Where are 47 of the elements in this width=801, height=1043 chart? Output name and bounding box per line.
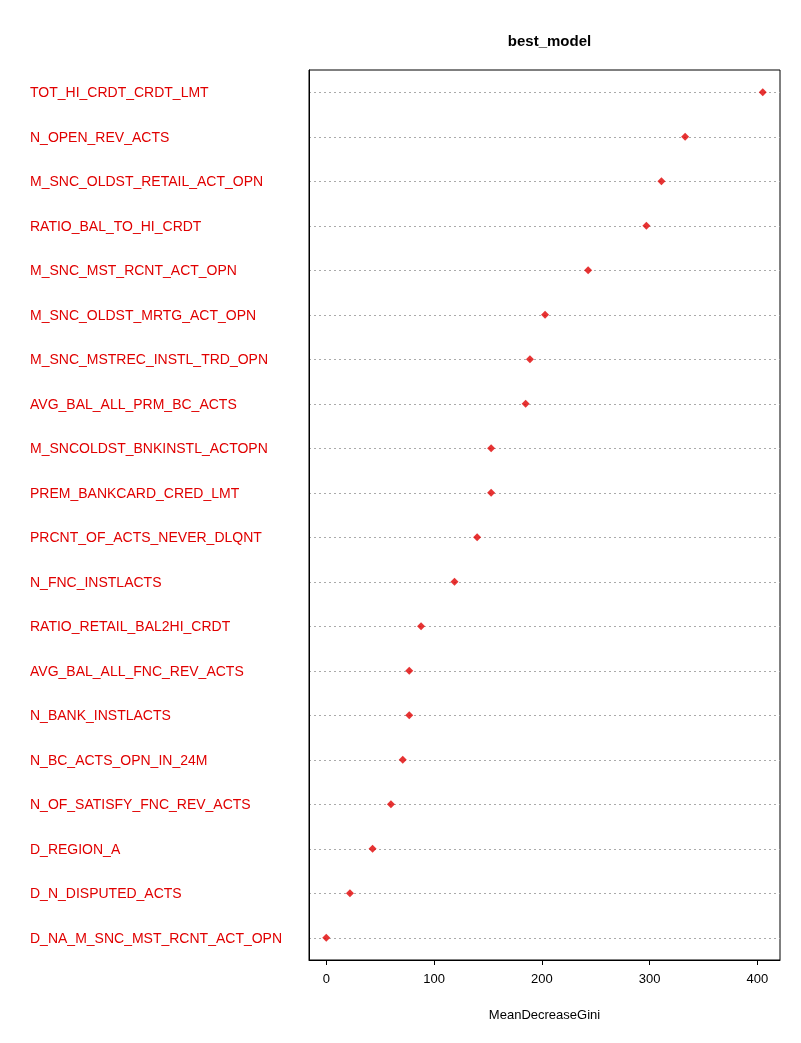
x-tick-label: 100 xyxy=(423,971,445,986)
point xyxy=(681,132,690,141)
y-tick-label: RATIO_RETAIL_BAL2HI_CRDT xyxy=(30,618,231,635)
point xyxy=(368,844,377,853)
point xyxy=(398,755,407,764)
x-axis-title: MeanDecreaseGini xyxy=(488,1007,601,1022)
point xyxy=(450,577,459,586)
y-tick-label: M_SNC_OLDST_MRTG_ACT_OPN xyxy=(30,306,257,323)
point xyxy=(521,399,530,408)
point xyxy=(345,889,354,898)
y-tick-label: N_OF_SATISFY_FNC_REV_ACTS xyxy=(30,796,251,813)
point xyxy=(386,800,395,809)
chart-title: best_model xyxy=(507,32,592,49)
y-tick-label: N_OPEN_REV_ACTS xyxy=(30,128,170,145)
point xyxy=(473,533,482,542)
y-tick-label: PRCNT_OF_ACTS_NEVER_DLQNT xyxy=(30,529,263,546)
point xyxy=(642,221,651,230)
point xyxy=(322,933,331,942)
point xyxy=(487,488,496,497)
y-tick-label: RATIO_BAL_TO_HI_CRDT xyxy=(30,217,202,234)
point xyxy=(758,88,767,97)
point xyxy=(525,355,534,364)
y-tick-label: N_BANK_INSTLACTS xyxy=(30,707,171,724)
y-tick-label: M_SNC_OLDST_RETAIL_ACT_OPN xyxy=(30,173,264,190)
x-tick-label: 400 xyxy=(746,971,769,986)
point xyxy=(405,711,414,720)
point xyxy=(657,177,666,186)
y-tick-label: TOT_HI_CRDT_CRDT_LMT xyxy=(30,84,210,101)
point xyxy=(541,310,550,319)
y-tick-label: M_SNC_MSTREC_INSTL_TRD_OPN xyxy=(30,351,269,368)
y-tick-label: D_N_DISPUTED_ACTS xyxy=(30,885,182,902)
point xyxy=(417,622,426,631)
y-tick-label: PREM_BANKCARD_CRED_LMT xyxy=(30,484,240,501)
y-tick-label: D_NA_M_SNC_MST_RCNT_ACT_OPN xyxy=(30,929,283,946)
y-tick-label: AVG_BAL_ALL_FNC_REV_ACTS xyxy=(30,662,244,679)
point xyxy=(584,266,593,275)
y-tick-label: M_SNCOLDST_BNKINSTL_ACTOPN xyxy=(30,440,268,457)
point xyxy=(487,444,496,453)
y-tick-label: N_FNC_INSTLACTS xyxy=(30,573,162,590)
x-tick-label: 200 xyxy=(530,971,553,986)
y-tick-label: D_REGION_A xyxy=(30,840,121,857)
y-tick-label: AVG_BAL_ALL_PRM_BC_ACTS xyxy=(30,395,237,412)
y-tick-label: M_SNC_MST_RCNT_ACT_OPN xyxy=(30,262,237,279)
point xyxy=(405,666,414,675)
x-tick-label: 0 xyxy=(322,971,330,986)
y-tick-label: N_BC_ACTS_OPN_IN_24M xyxy=(30,751,208,768)
x-tick-label: 300 xyxy=(638,971,661,986)
